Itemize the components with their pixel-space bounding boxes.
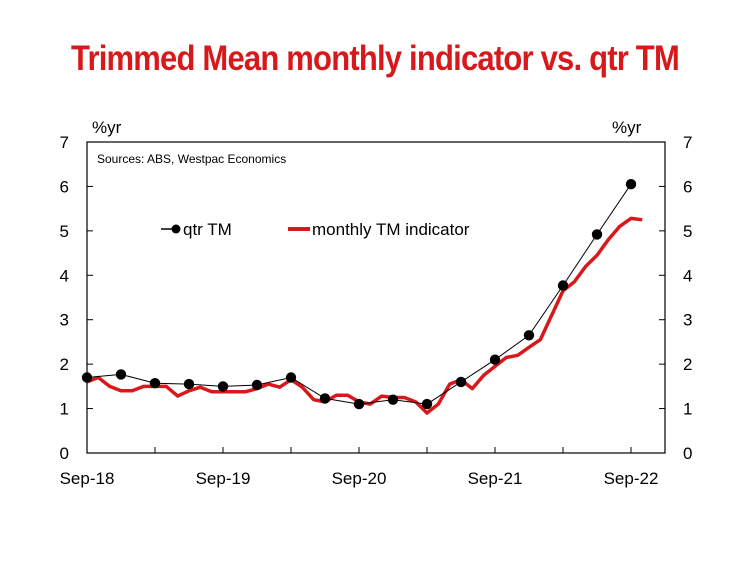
qtr-tm-point (217, 381, 229, 392)
legend-qtr-label: qtr TM (183, 220, 232, 239)
qtr-tm-point (285, 372, 297, 383)
qtr-tm-point (625, 179, 637, 190)
qtr-tm-point (149, 378, 161, 389)
legend-monthly-label: monthly TM indicator (312, 220, 470, 239)
plot-frame (86, 141, 666, 454)
qtr-tm-point (115, 369, 127, 380)
series-layer (81, 179, 643, 415)
y-tick-label-right: 4 (683, 266, 692, 285)
y-tick-label-left: 4 (60, 266, 69, 285)
y-tick-label-left: 0 (60, 444, 69, 463)
y-tick-label-left: 6 (60, 177, 69, 196)
y-tick-label-left: 5 (60, 222, 69, 241)
x-axis: Sep-18 Sep-19 Sep-20 Sep-21 Sep-22 (60, 447, 659, 488)
y-tick-label-left: 7 (60, 133, 69, 152)
plot-border (86, 141, 666, 454)
qtr-tm-point (557, 280, 569, 291)
y-tick-label-right: 6 (683, 177, 692, 196)
x-tick-label: Sep-21 (468, 469, 523, 488)
legend: qtr TM monthly TM indicator (161, 220, 470, 239)
legend-qtr-marker (171, 224, 181, 234)
y-tick-label-right: 2 (683, 355, 692, 374)
y-tick-label-left: 2 (60, 355, 69, 374)
qtr-tm-point (81, 372, 93, 383)
qtr-tm-point (489, 354, 501, 365)
qtr-tm-point (421, 398, 433, 410)
y-unit-right: %yr (612, 118, 642, 137)
x-tick-label: Sep-18 (60, 469, 115, 488)
y-tick-label-right: 7 (683, 133, 692, 152)
source-note: Sources: ABS, Westpac Economics (97, 152, 286, 166)
y-tick-label-right: 3 (683, 311, 692, 330)
y-tick-label-right: 0 (683, 444, 692, 463)
chart-title: Trimmed Mean monthly indicator vs. qtr T… (71, 38, 680, 79)
y-axis-left: 0 1 2 3 4 5 6 7 (60, 133, 93, 463)
qtr-tm-point (523, 330, 535, 341)
x-tick-label: Sep-22 (604, 469, 659, 488)
y-tick-label-right: 5 (683, 222, 692, 241)
qtr-tm-point (183, 378, 195, 390)
series-line-qtr-tm (86, 183, 632, 405)
qtr-tm-point (455, 376, 467, 388)
y-unit-left: %yr (92, 118, 122, 137)
qtr-tm-point (251, 379, 263, 391)
y-tick-label-left: 3 (60, 311, 69, 330)
x-tick-label: Sep-19 (196, 469, 251, 488)
y-tick-label-right: 1 (683, 400, 692, 419)
x-tick-label: Sep-20 (332, 469, 387, 488)
qtr-tm-point (319, 393, 331, 404)
qtr-tm-point (591, 229, 603, 240)
qtr-tm-point (387, 394, 399, 405)
y-tick-label-left: 1 (60, 400, 69, 419)
qtr-tm-point (353, 398, 365, 410)
y-axis-right: 0 1 2 3 4 5 6 7 (659, 133, 692, 463)
